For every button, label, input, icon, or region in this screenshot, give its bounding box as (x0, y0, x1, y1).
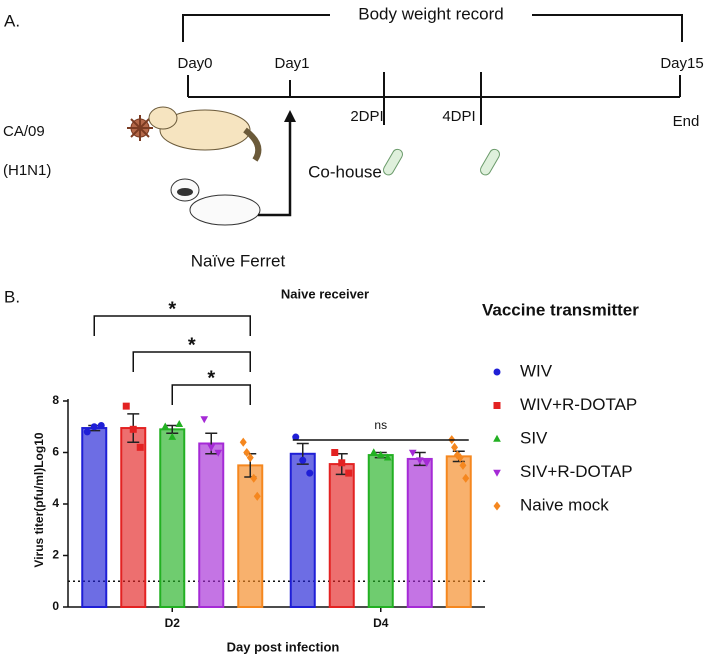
data-point (243, 447, 251, 458)
legend-label: SIV+R-DOTAP (520, 462, 633, 481)
data-point (168, 432, 177, 440)
timeline-label: Day15 (660, 55, 703, 72)
naive-ferret (170, 178, 261, 226)
data-point (338, 459, 346, 467)
data-point (376, 450, 385, 458)
data-point (462, 473, 470, 483)
data-point (207, 444, 216, 452)
data-point (83, 428, 91, 436)
data-point (161, 422, 170, 430)
data-point (253, 491, 261, 501)
data-point (136, 443, 144, 451)
timeline-label: Day0 (177, 55, 212, 72)
panel-label: A. (4, 11, 20, 30)
significance-label: * (168, 298, 176, 320)
data-point (200, 416, 209, 424)
legend-label: SIV (520, 428, 548, 447)
data-point (415, 457, 424, 465)
data-point (90, 423, 98, 431)
bar (445, 455, 472, 608)
significance-bracket (132, 351, 251, 372)
data-point (422, 460, 431, 467)
legend-label: WIV (520, 361, 553, 380)
legend-marker (493, 434, 501, 442)
x-tick-label: D4 (373, 616, 389, 630)
y-tick-label: 8 (52, 393, 59, 407)
significance-label: * (207, 367, 215, 389)
virus-label: CA/09 (3, 123, 45, 140)
data-point (122, 402, 130, 410)
naive-label: Naïve Ferret (191, 251, 286, 270)
legend-label: WIV+R-DOTAP (520, 395, 637, 414)
bracket (182, 14, 683, 42)
legend-marker (493, 402, 501, 409)
data-point (299, 456, 307, 464)
data-point (246, 453, 254, 463)
bar (198, 442, 225, 608)
arrow-head (284, 110, 296, 122)
data-point (129, 425, 137, 433)
virus-label: (H1N1) (3, 162, 51, 179)
bracket-label: Body weight record (358, 4, 504, 23)
end-label: End (673, 113, 700, 130)
data-point (250, 473, 258, 483)
y-axis-label: Virus titer(pfu/ml)Log10 (32, 432, 46, 567)
y-tick-label: 2 (52, 548, 59, 562)
sample-label: 2DPI (350, 108, 383, 125)
significance-label: * (188, 334, 196, 356)
legend-label: Naive mock (520, 495, 609, 514)
data-point (175, 419, 184, 427)
panel-a: A. Body weight record Day0 Day1 Day15 2D… (3, 4, 704, 270)
data-point (331, 449, 339, 456)
bar (406, 457, 433, 608)
data-point (459, 460, 467, 470)
infected-ferret (148, 106, 262, 162)
significance-bracket (171, 384, 251, 405)
data-point (239, 437, 247, 447)
legend-marker (493, 469, 501, 477)
bar (289, 452, 316, 608)
legend-title: Vaccine transmitter (482, 300, 639, 319)
y-tick-label: 4 (52, 496, 59, 510)
bar (328, 463, 355, 608)
bar (120, 427, 147, 608)
chart-title: Naive receiver (281, 286, 369, 301)
timeline (187, 72, 681, 125)
data-point (383, 453, 392, 461)
legend-marker (493, 501, 501, 511)
x-axis-label: Day post infection (227, 639, 340, 654)
data-point (369, 448, 378, 456)
sample-label: 4DPI (442, 108, 475, 125)
panel-label: B. (4, 287, 20, 306)
bar (237, 464, 264, 608)
data-point (214, 449, 223, 457)
bar (81, 427, 108, 608)
data-point (408, 449, 417, 457)
sample-tube (383, 148, 500, 176)
arrow (258, 118, 292, 217)
data-point (97, 421, 105, 429)
significance-bracket (93, 315, 251, 336)
data-point (345, 469, 353, 477)
data-point (456, 453, 464, 463)
data-point (451, 442, 459, 452)
x-tick-label: D2 (165, 616, 181, 630)
bar (159, 428, 186, 609)
y-tick-label: 0 (52, 599, 59, 613)
legend-marker (493, 368, 501, 376)
bar (367, 454, 394, 609)
cohouse-label: Co-house (308, 162, 382, 181)
virus-icon (127, 115, 153, 141)
timeline-label: Day1 (274, 55, 309, 72)
significance-label: ns (374, 418, 387, 432)
data-point (292, 433, 300, 441)
y-tick-label: 6 (52, 445, 59, 459)
data-point (306, 469, 314, 477)
